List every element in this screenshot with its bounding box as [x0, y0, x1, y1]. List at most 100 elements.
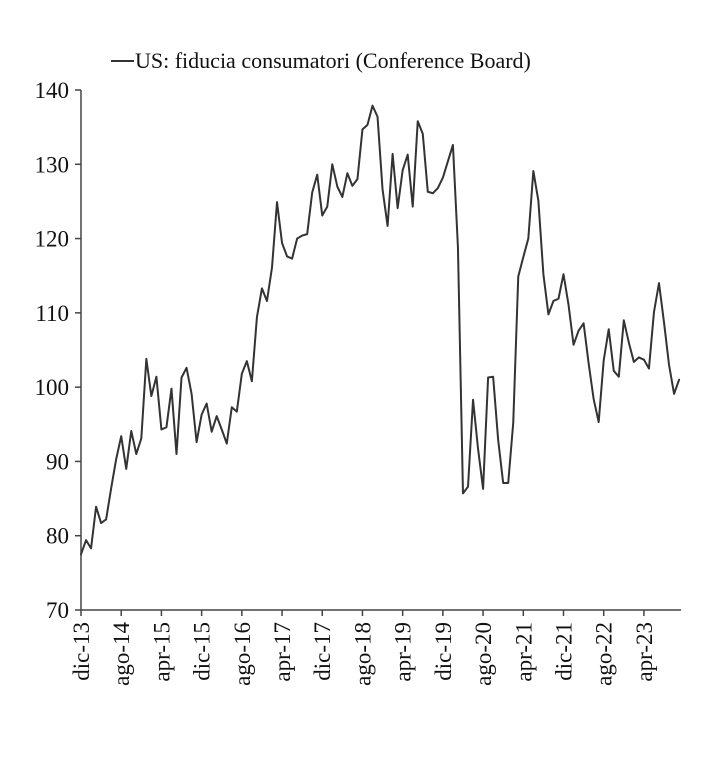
data-point — [487, 376, 489, 378]
data-point — [613, 370, 615, 372]
data-point — [236, 411, 238, 413]
x-tick-label: ago-20 — [471, 622, 496, 686]
data-point — [452, 144, 454, 146]
data-point — [472, 399, 474, 401]
data-point — [573, 344, 575, 346]
data-point — [155, 376, 157, 378]
x-tick-label: apr-17 — [270, 622, 295, 682]
data-point — [668, 364, 670, 366]
data-point — [181, 376, 183, 378]
data-point — [125, 468, 127, 470]
plot-area — [80, 104, 681, 556]
data-point — [80, 553, 82, 555]
data-point — [442, 177, 444, 179]
data-point — [150, 395, 152, 397]
x-tick-label: apr-15 — [149, 622, 174, 682]
data-point — [412, 206, 414, 208]
data-point — [306, 233, 308, 235]
data-point — [191, 393, 193, 395]
y-tick-label: 110 — [35, 301, 69, 326]
data-point — [638, 356, 640, 358]
data-point — [583, 322, 585, 324]
data-point — [366, 124, 368, 126]
x-tick-label: apr-23 — [632, 622, 657, 682]
data-point — [286, 255, 288, 257]
data-point — [547, 313, 549, 315]
data-point — [598, 421, 600, 423]
data-point — [311, 192, 313, 194]
data-point — [377, 116, 379, 118]
data-point — [593, 398, 595, 400]
data-point — [563, 273, 565, 275]
data-point — [462, 492, 464, 494]
data-point — [336, 186, 338, 188]
data-point — [673, 393, 675, 395]
data-point — [266, 300, 268, 302]
data-point — [130, 430, 132, 432]
data-point — [100, 522, 102, 524]
data-point — [653, 311, 655, 313]
data-point — [120, 435, 122, 437]
data-point — [522, 256, 524, 258]
data-point — [447, 160, 449, 162]
data-point — [90, 547, 92, 549]
data-point — [422, 133, 424, 135]
data-point — [507, 482, 509, 484]
data-point — [658, 282, 660, 284]
x-axis: dic-13 ago-14 apr-15 dic-15 ago-16 apr-17 dic-… — [69, 609, 682, 686]
data-point — [497, 439, 499, 441]
data-point — [623, 319, 625, 321]
data-point — [165, 426, 167, 428]
data-point — [341, 196, 343, 198]
data-point — [221, 428, 223, 430]
x-tick-label: dic-15 — [190, 622, 215, 681]
data-point — [346, 172, 348, 174]
data-point — [542, 273, 544, 275]
data-point — [361, 128, 363, 130]
data-point — [206, 402, 208, 404]
data-point — [492, 376, 494, 378]
data-point — [618, 376, 620, 378]
series-line — [80, 104, 681, 556]
data-point — [241, 373, 243, 375]
data-point — [351, 185, 353, 187]
data-point — [211, 431, 213, 433]
data-point — [432, 192, 434, 194]
data-point — [482, 488, 484, 490]
data-point — [407, 154, 409, 156]
data-point — [196, 441, 198, 443]
data-point — [588, 362, 590, 364]
data-point — [201, 414, 203, 416]
data-point — [160, 428, 162, 430]
data-point — [608, 328, 610, 330]
data-point — [552, 300, 554, 302]
data-point — [392, 153, 394, 155]
data-point — [437, 187, 439, 189]
data-point — [397, 207, 399, 209]
data-point — [226, 443, 228, 445]
y-tick-label: 100 — [35, 375, 70, 400]
data-point — [633, 361, 635, 363]
data-point — [321, 215, 323, 217]
data-point — [372, 105, 374, 107]
data-point — [517, 275, 519, 277]
data-point — [110, 487, 112, 489]
data-point — [557, 298, 559, 300]
data-point — [246, 360, 248, 362]
data-point — [603, 359, 605, 361]
data-point — [678, 379, 680, 381]
x-tick-label: ago-16 — [230, 622, 255, 686]
data-point — [276, 201, 278, 203]
data-point — [512, 422, 514, 424]
data-point — [135, 453, 137, 455]
data-point — [261, 287, 263, 289]
x-tick-label: apr-21 — [511, 622, 536, 682]
data-point — [628, 342, 630, 344]
data-point — [105, 518, 107, 520]
data-point — [502, 482, 504, 484]
x-tick-label: dic-13 — [69, 622, 94, 681]
data-point — [532, 170, 534, 172]
legend: US: fiducia consumatori (Conference Boar… — [111, 48, 531, 73]
data-point — [643, 359, 645, 361]
